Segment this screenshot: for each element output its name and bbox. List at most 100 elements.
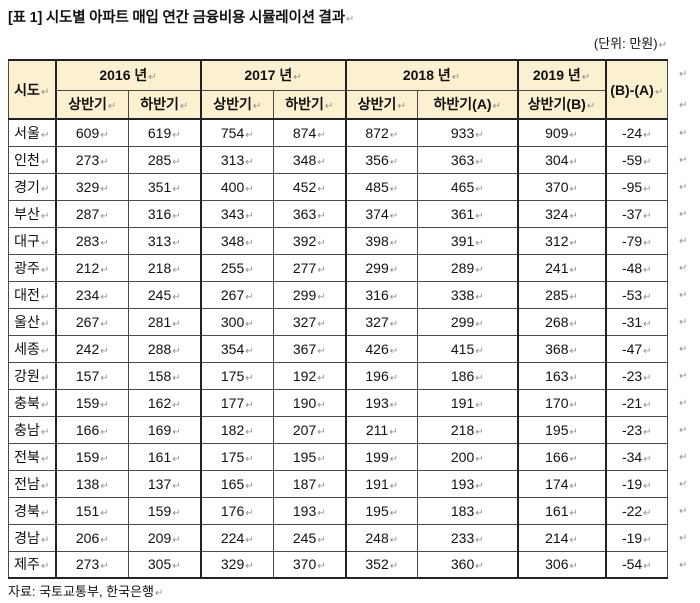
value-cell: 218↵ — [417, 415, 518, 444]
value-cell: -19↵ — [604, 523, 668, 552]
value-cell: 299↵ — [273, 280, 346, 309]
value-cell: -79↵ — [604, 226, 668, 255]
paragraph-mark-icon: ↵ — [317, 534, 326, 546]
value-cell: 299↵ — [344, 253, 418, 282]
paragraph-mark-icon: ↵ — [100, 156, 109, 168]
table-header: 시도↵ 2016 년↵ 2017 년↵ 2018 년↵ 2019 년↵ (B)-… — [8, 59, 668, 120]
paragraph-mark-icon: ↵ — [172, 237, 181, 249]
value-cell: 212↵ — [54, 253, 129, 282]
paragraph-mark-icon: ↵ — [245, 372, 254, 384]
paragraph-mark-icon: ↵ — [172, 291, 181, 303]
paragraph-mark-icon: ↵ — [569, 426, 578, 438]
paragraph-mark-icon: ↵ — [172, 129, 181, 141]
paragraph-mark-icon: ↵ — [679, 398, 688, 409]
table-row: 대전↵ 234↵ 245↵ 267↵ 299↵ 316↵ 338↵ 285↵ -53↵ — [8, 280, 668, 309]
value-cell: 933↵ — [417, 118, 518, 147]
paragraph-mark-icon: ↵ — [40, 183, 50, 195]
paragraph-mark-icon: ↵ — [643, 345, 652, 357]
paragraph-mark-icon: ↵ — [40, 372, 50, 384]
value-cell: 163↵ — [516, 361, 606, 390]
value-cell: 285↵ — [516, 280, 606, 309]
value-cell: 161↵ — [516, 496, 606, 525]
value-cell: -21↵ — [604, 388, 668, 417]
year-header-2016: 2016 년↵ — [54, 59, 201, 91]
region-cell: 전북↵ — [8, 442, 56, 471]
paragraph-mark-icon: ↵ — [100, 507, 109, 519]
table-title-text: [표 1] 시도별 아파트 매입 연간 금융비용 시뮬레이션 결과 — [8, 10, 345, 26]
paragraph-mark-icon: ↵ — [389, 534, 399, 546]
paragraph-mark-icon: ↵ — [172, 210, 181, 222]
table-row: 경북↵ 151↵ 159↵ 176↵ 193↵ 195↵ 183↵ 161↵ -22↵ — [8, 496, 668, 525]
paragraph-mark-icon: ↵ — [475, 237, 484, 249]
half-header-2018-h1: 상반기↵ — [344, 89, 418, 120]
value-cell: 169↵ — [128, 415, 201, 444]
paragraph-mark-icon: ↵ — [643, 534, 652, 546]
value-cell: -54↵ — [604, 550, 668, 579]
value-cell: 874↵ — [273, 118, 346, 147]
paragraph-mark-icon: ↵ — [389, 318, 399, 330]
value-cell: 177↵ — [199, 388, 274, 417]
paragraph-mark-icon: ↵ — [100, 264, 109, 276]
paragraph-mark-icon: ↵ — [317, 318, 326, 330]
row-marks-column: ↵ ↵ ↵ ↵ ↵ ↵ ↵ ↵ ↵ ↵ ↵ ↵ ↵ ↵ ↵ ↵ ↵ ↵ ↵ — [671, 59, 687, 579]
value-cell: 287↵ — [54, 199, 129, 228]
value-cell: 159↵ — [54, 388, 129, 417]
value-cell: 356↵ — [344, 145, 418, 174]
paragraph-mark-icon: ↵ — [100, 210, 109, 222]
value-cell: 174↵ — [516, 469, 606, 498]
value-cell: 195↵ — [516, 415, 606, 444]
value-cell: 609↵ — [54, 118, 129, 147]
paragraph-mark-icon: ↵ — [172, 507, 181, 519]
paragraph-mark-icon: ↵ — [475, 264, 484, 276]
value-cell: 186↵ — [417, 361, 518, 390]
paragraph-mark-icon: ↵ — [389, 237, 399, 249]
paragraph-mark-icon: ↵ — [389, 507, 399, 519]
value-cell: 176↵ — [199, 496, 274, 525]
paragraph-mark-icon: ↵ — [40, 345, 50, 357]
simulation-table: 시도↵ 2016 년↵ 2017 년↵ 2018 년↵ 2019 년↵ (B)-… — [8, 59, 668, 579]
paragraph-mark-icon: ↵ — [245, 129, 254, 141]
region-cell: 세종↵ — [8, 334, 56, 363]
paragraph-mark-icon: ↵ — [679, 506, 688, 517]
paragraph-mark-icon: ↵ — [643, 507, 652, 519]
source-note-text: 자료: 국토교통부, 한국은행 — [8, 584, 155, 599]
value-cell: 327↵ — [273, 307, 346, 336]
table-row: 광주↵ 212↵ 218↵ 255↵ 277↵ 299↵ 289↵ 241↵ -48↵ — [8, 253, 668, 282]
value-cell: 304↵ — [516, 145, 606, 174]
region-cell: 인천↵ — [8, 145, 56, 174]
paragraph-mark-icon: ↵ — [317, 426, 326, 438]
paragraph-mark-icon: ↵ — [389, 129, 399, 141]
half-header-2019-h1: 상반기(B)↵ — [516, 89, 606, 120]
value-cell: 187↵ — [273, 469, 346, 498]
paragraph-mark-icon: ↵ — [679, 236, 688, 247]
paragraph-mark-icon: ↵ — [100, 129, 109, 141]
paragraph-mark-icon: ↵ — [389, 264, 399, 276]
value-cell: 360↵ — [417, 550, 518, 579]
paragraph-mark-icon: ↵ — [172, 156, 181, 168]
value-cell: 267↵ — [54, 307, 129, 336]
value-cell: 183↵ — [417, 496, 518, 525]
paragraph-mark-icon: ↵ — [679, 425, 688, 436]
paragraph-mark-icon: ↵ — [172, 372, 181, 384]
region-cell: 경북↵ — [8, 496, 56, 525]
value-cell: 193↵ — [417, 469, 518, 498]
paragraph-mark-icon: ↵ — [100, 345, 109, 357]
table-row: 인천↵ 273↵ 285↵ 313↵ 348↵ 356↵ 363↵ 304↵ -59↵ — [8, 145, 668, 174]
table-row: 경남↵ 206↵ 209↵ 224↵ 245↵ 248↵ 233↵ 214↵ -19↵ — [8, 523, 668, 552]
paragraph-mark-icon: ↵ — [389, 156, 399, 168]
value-cell: 151↵ — [54, 496, 129, 525]
value-cell: 465↵ — [417, 172, 518, 201]
table-row: 세종↵ 242↵ 288↵ 354↵ 367↵ 426↵ 415↵ 368↵ -47↵ — [8, 334, 668, 363]
paragraph-mark-icon: ↵ — [317, 372, 326, 384]
paragraph-mark-icon: ↵ — [643, 129, 652, 141]
value-cell: 245↵ — [273, 523, 346, 552]
paragraph-mark-icon: ↵ — [679, 128, 688, 139]
paragraph-mark-icon: ↵ — [40, 291, 50, 303]
value-cell: 233↵ — [417, 523, 518, 552]
paragraph-mark-icon: ↵ — [569, 237, 578, 249]
paragraph-mark-icon: ↵ — [40, 453, 50, 465]
table-row: 충북↵ 159↵ 162↵ 177↵ 190↵ 193↵ 191↵ 170↵ -21↵ — [8, 388, 668, 417]
value-cell: 268↵ — [516, 307, 606, 336]
paragraph-mark-icon: ↵ — [317, 399, 326, 411]
table-row: 서울↵ 609↵ 619↵ 754↵ 874↵ 872↵ 933↵ 909↵ -24↵ — [8, 118, 668, 147]
